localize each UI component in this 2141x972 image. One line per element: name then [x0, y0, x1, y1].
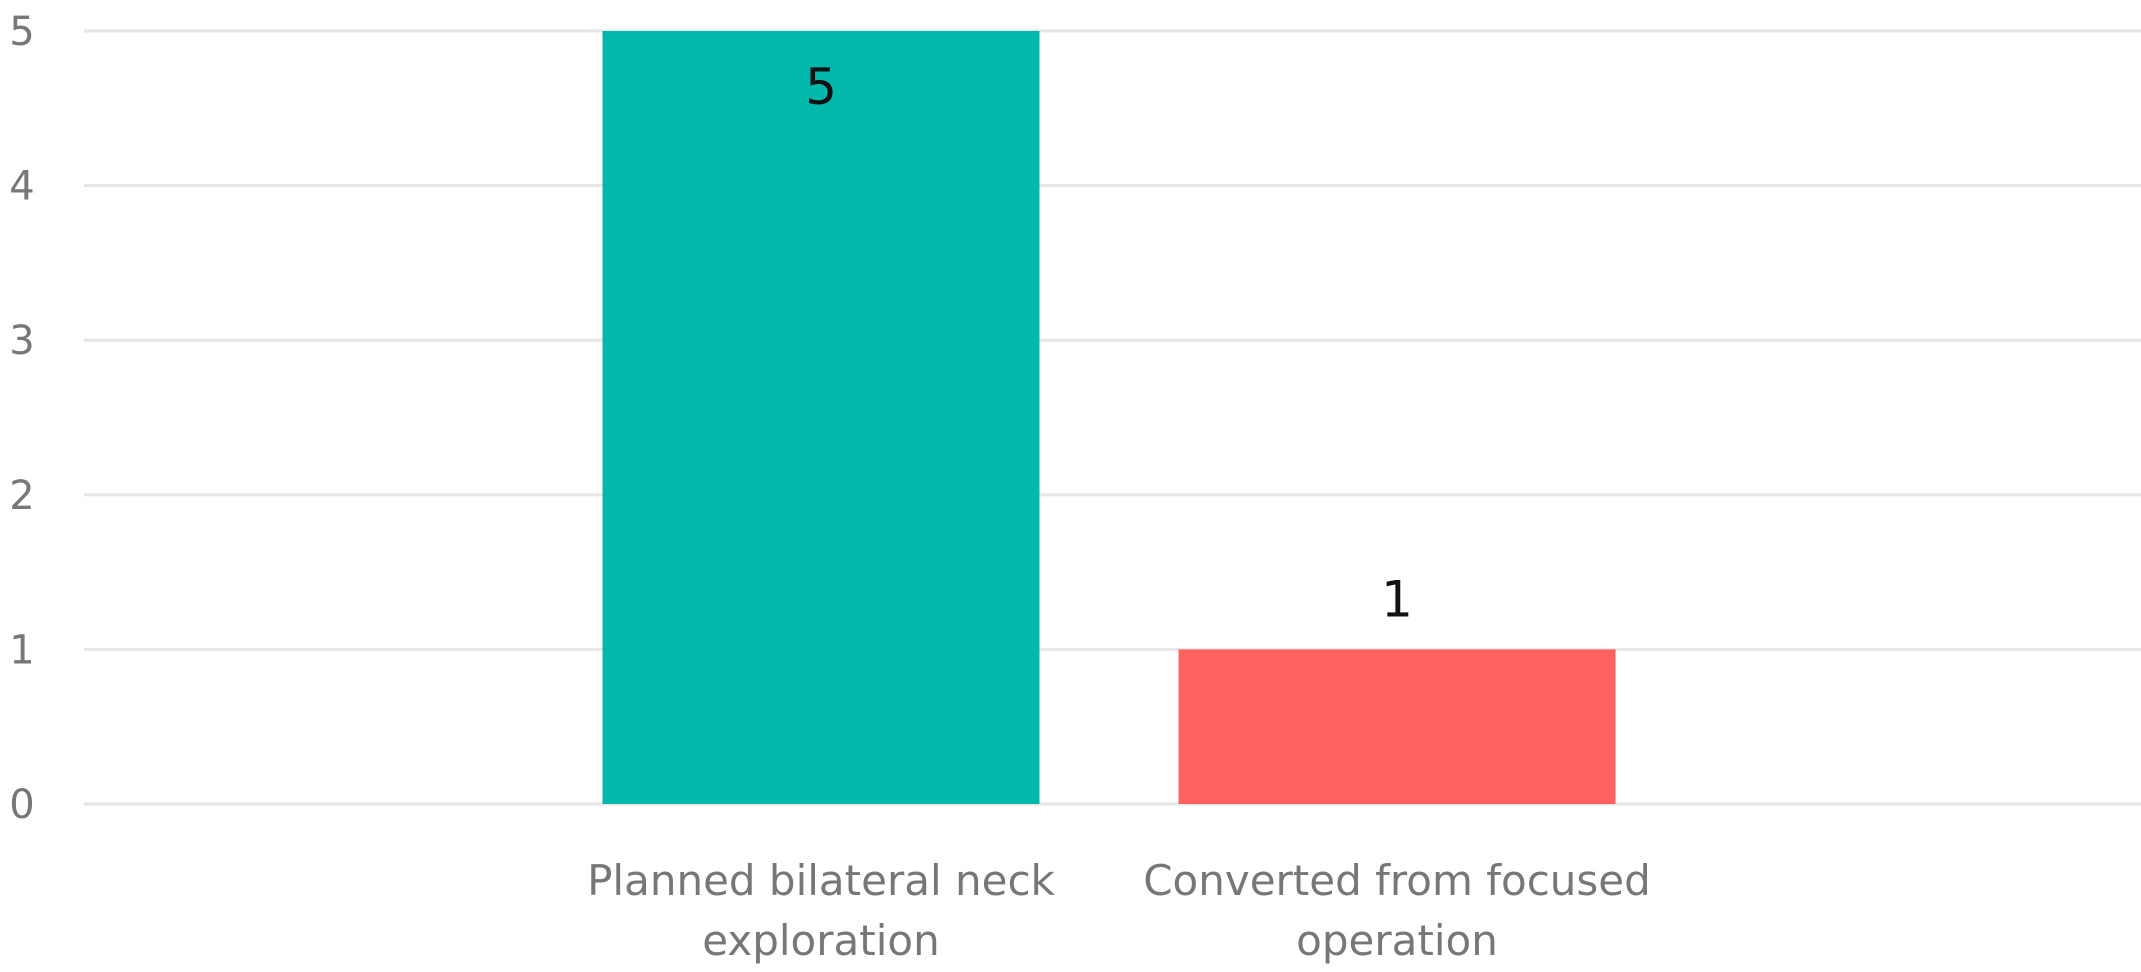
y-axis-ticks: 0 1 2 3 4 5 [9, 9, 34, 828]
y-tick-label: 3 [9, 318, 34, 364]
x-tick-label: Planned bilateral neck exploration [587, 856, 1055, 965]
data-label: 5 [805, 58, 837, 116]
y-tick-label: 0 [9, 782, 34, 828]
data-label: 1 [1381, 570, 1413, 628]
gridlines [84, 29, 2141, 806]
y-tick-label: 1 [9, 627, 34, 673]
x-tick-label: Converted from focused operation [1143, 856, 1651, 965]
bar [1178, 649, 1616, 804]
x-axis-ticks: Planned bilateral neck exploration Convert… [587, 856, 1651, 965]
y-tick-label: 4 [9, 164, 34, 210]
y-tick-label: 5 [9, 9, 34, 55]
y-tick-label: 2 [9, 473, 34, 519]
bar [602, 31, 1040, 804]
data-labels: 51 [805, 58, 1413, 628]
bars [602, 31, 1616, 804]
